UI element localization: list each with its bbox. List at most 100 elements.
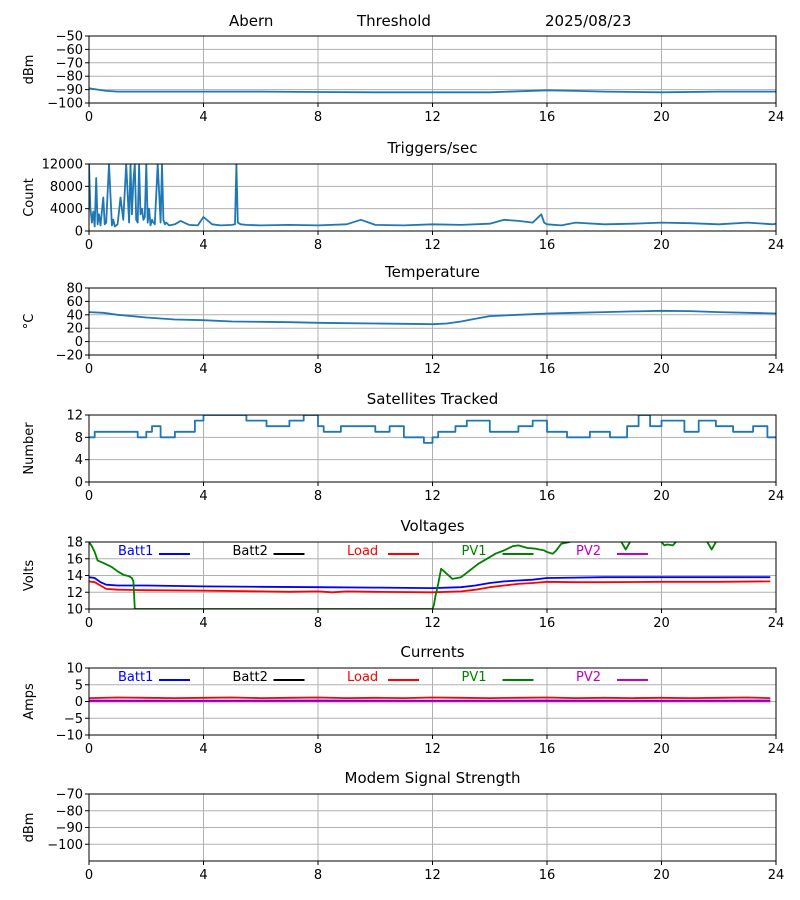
voltages-legend-label-pv2: PV2 [576,544,601,559]
voltages-legend-label-batt2: Batt2 [233,544,268,559]
temperature-xtick-label: 20 [653,362,670,377]
voltages-ylabel: Volts [22,560,37,592]
temperature-ytick-label: 20 [66,322,83,337]
signal-xtick-label: 20 [653,110,670,125]
modem-title: Modem Signal Strength [345,769,521,787]
satellites-ylabel: Number [22,422,37,475]
triggers-xtick-label: 4 [199,238,207,253]
temperature-ytick-label: 60 [66,295,83,310]
satellites-ytick-label: 12 [66,409,83,424]
satellites-xtick-label: 0 [85,489,93,504]
currents-xtick-label: 12 [424,742,441,757]
signal-ytick-label: −70 [56,56,83,71]
currents-ylabel: Amps [22,683,37,720]
triggers-xtick-label: 8 [314,238,322,253]
voltages-ytick-label: 14 [66,569,83,584]
voltages-series-line-batt1 [89,576,771,589]
signal-xtick-label: 4 [199,110,207,125]
currents-xtick-label: 0 [85,742,93,757]
triggers-series-line-series-0 [89,164,776,228]
currents-legend-label-load: Load [347,670,378,685]
satellites-xtick-label: 8 [314,489,322,504]
triggers-ytick-label: 8000 [50,180,83,195]
currents-xtick-label: 8 [314,742,322,757]
signal-ytick-label: −90 [56,83,83,98]
temperature-series-line-series-0 [89,309,776,326]
currents-ytick-label: 5 [75,678,83,693]
signal-xtick-label: 0 [85,110,93,125]
satellites-xtick-label: 4 [199,489,207,504]
modem-ytick-label: −90 [56,821,83,836]
signal-xtick-label: 16 [539,110,556,125]
voltages-ytick-label: 18 [66,536,83,551]
triggers-ytick-label: 0 [75,225,83,240]
header-mode: Threshold [357,12,431,30]
triggers-xtick-label: 0 [85,238,93,253]
triggers-ytick-label: 4000 [50,202,83,217]
voltages-ytick-label: 16 [66,552,83,567]
currents-legend-label-batt2: Batt2 [233,670,268,685]
header-date: 2025/08/23 [545,12,632,30]
voltages-ytick-label: 10 [66,603,83,618]
voltages-title: Voltages [400,517,464,535]
triggers-xtick-label: 24 [768,238,785,253]
modem-xtick-label: 0 [85,868,93,883]
modem-xtick-label: 8 [314,868,322,883]
satellites-ytick-label: 4 [75,453,83,468]
triggers-ytick-label: 12000 [42,158,83,173]
voltages-series-line-load [89,580,771,594]
currents-ytick-label: −5 [64,712,83,727]
currents-legend-label-pv1: PV1 [462,670,487,685]
modem-ytick-label: −80 [56,804,83,819]
currents-legend-label-pv2: PV2 [576,670,601,685]
satellites-series-line-series-0 [89,415,776,444]
voltages-xtick-label: 20 [653,616,670,631]
triggers-xtick-label: 12 [424,238,441,253]
triggers-xtick-label: 20 [653,238,670,253]
satellites-xtick-label: 12 [424,489,441,504]
temperature-xtick-label: 4 [199,362,207,377]
voltages-xtick-label: 4 [199,616,207,631]
currents-xtick-label: 4 [199,742,207,757]
modem-xtick-label: 16 [539,868,556,883]
temperature-title: Temperature [384,263,480,281]
signal-xtick-label: 12 [424,110,441,125]
header-station: Abern [229,12,274,30]
voltages-series-line-pv1 [706,542,717,551]
temperature-xtick-label: 0 [85,362,93,377]
modem-xtick-label: 12 [424,868,441,883]
triggers-ylabel: Count [22,178,37,217]
modem-ytick-label: −100 [47,838,83,853]
signal-ylabel: dBm [22,55,37,85]
modem-ylabel: dBm [22,813,37,843]
voltages-series-line-pv1 [620,542,631,551]
temperature-ylabel: °C [22,314,37,330]
modem-xtick-label: 20 [653,868,670,883]
satellites-xtick-label: 20 [653,489,670,504]
temperature-ytick-label: 40 [66,308,83,323]
currents-xtick-label: 20 [653,742,670,757]
temperature-xtick-label: 8 [314,362,322,377]
temperature-ytick-label: 0 [75,335,83,350]
voltages-xtick-label: 8 [314,616,322,631]
voltages-series-line-pv1 [660,542,677,547]
currents-title: Currents [400,643,464,661]
voltages-legend-label-load: Load [347,544,378,559]
voltages-xtick-label: 16 [539,616,556,631]
satellites-ytick-label: 8 [75,431,83,446]
temperature-ytick-label: −20 [56,349,83,364]
satellites-ytick-label: 0 [75,476,83,491]
voltages-legend-label-batt1: Batt1 [118,544,153,559]
satellites-title: Satellites Tracked [367,390,498,408]
signal-ytick-label: −80 [56,70,83,85]
temperature-xtick-label: 16 [539,362,556,377]
currents-ytick-label: 10 [66,662,83,677]
modem-xtick-label: 4 [199,868,207,883]
temperature-ytick-label: 80 [66,282,83,297]
voltages-ytick-label: 12 [66,586,83,601]
satellites-xtick-label: 24 [768,489,785,504]
signal-xtick-label: 24 [768,110,785,125]
satellites-xtick-label: 16 [539,489,556,504]
signal-series-line-series-0 [89,87,776,94]
